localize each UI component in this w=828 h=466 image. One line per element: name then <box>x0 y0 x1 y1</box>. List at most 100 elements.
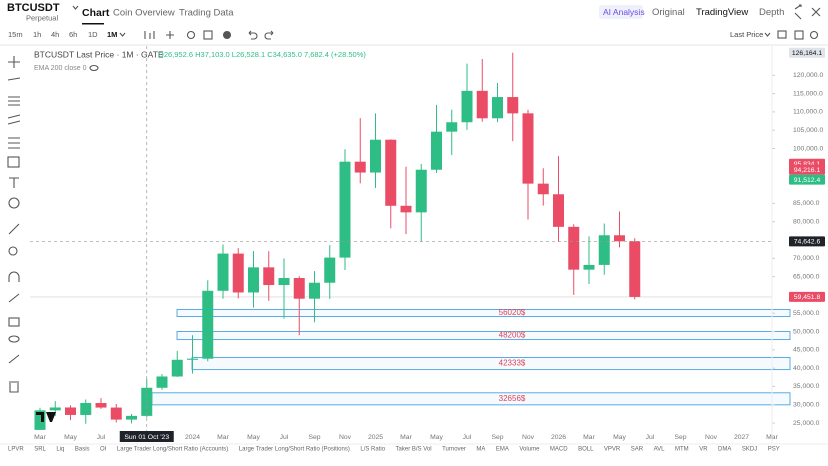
link-tool[interactable] <box>8 354 20 364</box>
indicator-option[interactable]: AVL <box>654 447 666 453</box>
price-tag <box>789 164 825 175</box>
view-option[interactable]: TradingView <box>696 7 748 18</box>
x-tick-label: Mar <box>217 434 229 441</box>
indicator-option[interactable]: SRL <box>34 447 46 453</box>
pattern-tool[interactable] <box>8 137 20 149</box>
indicator-option[interactable]: VR <box>699 447 708 453</box>
tab[interactable]: Trading Data <box>179 8 234 19</box>
alert-icon[interactable] <box>223 31 231 39</box>
crosshair-x-tag <box>119 431 174 442</box>
template-icon[interactable] <box>203 30 213 40</box>
crosshair-tool[interactable] <box>8 56 20 68</box>
candle-body <box>507 97 519 114</box>
candle-body <box>171 359 183 377</box>
ruler-tool[interactable] <box>8 223 20 235</box>
indicator-option[interactable]: MTM <box>675 447 689 453</box>
y-tick-label: 50,000.0 <box>793 328 820 335</box>
indicator-option[interactable]: MA <box>476 447 485 453</box>
candle-body <box>354 161 366 173</box>
indicator-option[interactable]: SKDJ <box>742 447 757 453</box>
view-option[interactable]: Original <box>652 7 685 18</box>
indicator-legend: EMA 200 close 0 <box>34 65 87 72</box>
view-option[interactable]: Depth <box>759 7 784 18</box>
lock-tool[interactable] <box>8 317 20 327</box>
text-tool[interactable] <box>9 177 19 188</box>
expand-icon[interactable] <box>794 4 802 20</box>
fib-tool[interactable] <box>8 96 20 106</box>
indicator-option[interactable]: Taker B/S Vol <box>396 447 432 453</box>
magnet-tool[interactable] <box>8 271 20 282</box>
indicator-option[interactable]: EMA <box>496 447 509 453</box>
interval[interactable]: 15m <box>8 30 23 39</box>
crosshair-x-label: Sun 01 Oct '23 <box>124 434 169 441</box>
interval-caret[interactable] <box>119 32 126 37</box>
zoom-tool[interactable] <box>8 246 18 256</box>
indicator-option[interactable]: L/S Ratio <box>360 447 385 453</box>
indicator-option[interactable]: MACD <box>550 447 568 453</box>
interval[interactable]: 4h <box>51 30 59 39</box>
draw-mode-tool[interactable] <box>8 293 20 303</box>
indicator-option[interactable]: Large Trader Long/Short Ratio (Accounts) <box>117 447 228 453</box>
x-tick-label: May <box>247 434 260 441</box>
y-tick-label: 85,000.0 <box>793 200 820 207</box>
refresh-icon[interactable] <box>186 30 196 40</box>
indicator-option[interactable]: VPVR <box>604 447 621 453</box>
indicator-option[interactable]: Basis <box>75 447 90 453</box>
visibility-tool[interactable] <box>8 335 20 343</box>
indicator-option[interactable]: LPVR <box>8 447 24 453</box>
tab[interactable]: Coin Overview <box>113 8 175 19</box>
indicator-option[interactable]: BOLL <box>578 447 594 453</box>
screenshot-icon[interactable] <box>777 30 787 39</box>
price-tag <box>789 291 825 302</box>
candle-body <box>476 90 488 119</box>
indicator-icon[interactable] <box>166 31 174 39</box>
candle-body <box>34 410 46 430</box>
symbol[interactable]: BTCUSDT <box>7 2 60 14</box>
candle-body <box>446 122 458 132</box>
indicator-option[interactable]: OI <box>100 447 107 453</box>
candle-body <box>400 205 412 213</box>
indicator-option[interactable]: Large Trader Long/Short Ratio (Positions… <box>239 447 350 453</box>
shape-tool[interactable] <box>7 156 20 168</box>
tab[interactable]: Chart <box>82 7 110 19</box>
candle-body <box>217 253 229 291</box>
price-tag-label: 95,834.1 <box>794 161 821 168</box>
y-tick-label: 65,000.0 <box>793 273 820 280</box>
indicator-option[interactable]: Liq <box>56 447 64 453</box>
redo-icon[interactable] <box>264 30 274 40</box>
symbol-caret[interactable] <box>72 5 79 10</box>
interval[interactable]: 1M <box>107 30 117 39</box>
interval[interactable]: 1D <box>88 30 98 39</box>
x-tick-label: May <box>430 434 443 441</box>
indicator-option[interactable]: Volume <box>519 447 540 453</box>
interval[interactable]: 6h <box>69 30 77 39</box>
indicator-option[interactable]: SAR <box>631 447 644 453</box>
interval[interactable]: 1h <box>33 30 41 39</box>
zone-label: 48200$ <box>499 331 526 340</box>
zone-label: 56020$ <box>499 308 526 317</box>
emoji-tool[interactable] <box>8 197 20 209</box>
candle-body <box>293 278 305 299</box>
delete-tool[interactable] <box>9 381 19 393</box>
undo-icon[interactable] <box>248 30 258 40</box>
fullscreen-icon[interactable] <box>794 30 804 40</box>
series: 56020$ 48200$ 42333$ 32656$ <box>30 52 791 430</box>
price-tag <box>789 236 825 247</box>
indicator-visibility[interactable] <box>89 64 99 72</box>
close-icon[interactable] <box>811 7 821 17</box>
trendline-tool[interactable] <box>7 77 21 81</box>
price-source[interactable]: Last Price <box>730 30 763 39</box>
candle-body <box>126 415 137 420</box>
indicator-option[interactable]: PSY <box>768 447 780 453</box>
indicator-option[interactable]: DMA <box>718 447 731 453</box>
tv-logo <box>36 412 56 422</box>
candle-body <box>629 241 641 297</box>
price-source-caret[interactable] <box>764 32 771 37</box>
chart-type-icon[interactable] <box>144 31 155 39</box>
indicator-option[interactable]: Turnover <box>442 447 466 453</box>
candle-body <box>370 139 381 173</box>
view-option[interactable]: AI Analysis <box>603 7 645 17</box>
x-tick-label: 2027 <box>734 434 749 441</box>
settings-icon[interactable] <box>809 30 819 40</box>
channel-tool[interactable] <box>7 114 21 125</box>
